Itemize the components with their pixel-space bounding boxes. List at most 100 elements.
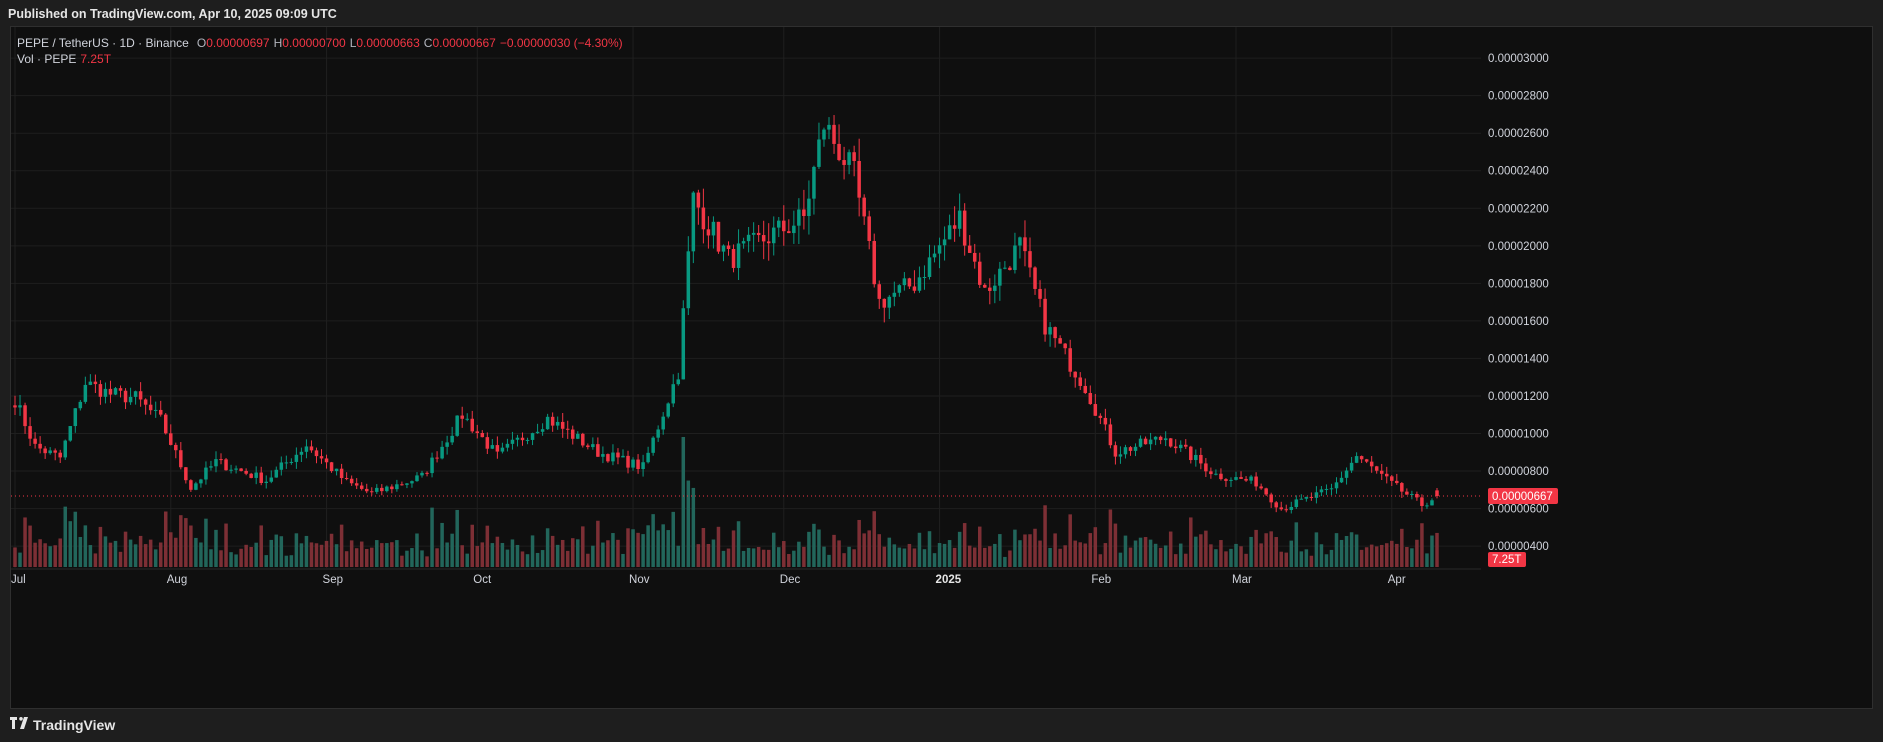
- volume-bar: [445, 542, 449, 567]
- candle: [324, 458, 329, 463]
- volume-bar: [118, 551, 123, 567]
- last-price-label: 0.00000667: [1492, 491, 1553, 503]
- volume-bar: [380, 543, 384, 567]
- volume-bar: [314, 543, 319, 567]
- candle: [782, 220, 786, 232]
- candle: [98, 384, 103, 397]
- price-chart[interactable]: 0.00000400 0.00000600 0.00000800 0.00001000…: [10, 26, 1873, 709]
- candle: [1178, 444, 1183, 449]
- candle: [676, 379, 681, 385]
- candle: [827, 124, 831, 130]
- candle: [390, 486, 394, 490]
- candle: [33, 438, 37, 444]
- candle: [1204, 463, 1208, 472]
- chart-canvas[interactable]: 0.00000400 0.00000600 0.00000800 0.00001000…: [11, 27, 1872, 708]
- candle: [756, 232, 761, 236]
- candle: [214, 459, 218, 467]
- candle: [882, 298, 887, 308]
- volume-bar: [827, 554, 831, 567]
- candle: [540, 429, 545, 432]
- candle: [470, 418, 475, 432]
- x-tick-label: Jul: [11, 574, 26, 586]
- symbol-label[interactable]: PEPE / TetherUS · 1D · Binance: [17, 36, 189, 50]
- volume-bars: [13, 437, 1439, 567]
- candle: [78, 401, 83, 409]
- candle: [259, 472, 263, 483]
- candle: [1153, 436, 1158, 440]
- candle: [410, 481, 414, 484]
- volume-bar: [128, 539, 133, 567]
- volume-bar: [1430, 535, 1434, 567]
- candle: [545, 416, 550, 430]
- candle: [1163, 438, 1168, 441]
- volume-bar: [1028, 534, 1032, 567]
- volume-bar: [696, 544, 701, 567]
- volume-bar: [259, 525, 263, 567]
- volume-bar: [1395, 543, 1399, 567]
- candle: [983, 284, 987, 288]
- volume-bar: [1244, 553, 1248, 567]
- volume-bar: [721, 550, 726, 567]
- volume-bar: [932, 553, 937, 567]
- candle: [174, 444, 178, 451]
- candle: [490, 445, 495, 449]
- candle: [184, 467, 188, 481]
- candle: [284, 462, 289, 464]
- volume-bar: [1269, 531, 1273, 567]
- candle: [1314, 492, 1319, 498]
- volume-bar: [184, 518, 188, 567]
- candle: [872, 241, 876, 285]
- candle: [1309, 496, 1314, 498]
- candle: [63, 440, 67, 458]
- candle: [339, 468, 344, 479]
- volume-bar: [309, 542, 314, 567]
- volume-bar: [867, 530, 871, 567]
- volume-bar: [1299, 551, 1304, 567]
- volume-value: 7.25T: [80, 52, 112, 66]
- candle: [1189, 446, 1193, 461]
- y-tick-label: 0.00002200: [1488, 203, 1549, 215]
- candle: [932, 253, 937, 258]
- candle: [1133, 446, 1138, 451]
- volume-bar: [1199, 534, 1203, 567]
- volume-bar: [797, 541, 801, 567]
- volume-bar: [1314, 532, 1319, 567]
- candle: [706, 229, 711, 236]
- volume-label[interactable]: Vol · PEPE: [17, 52, 77, 66]
- volume-bar: [289, 555, 294, 567]
- candle: [1374, 466, 1379, 471]
- candle: [505, 443, 510, 448]
- volume-bar: [535, 552, 540, 567]
- candle: [927, 257, 932, 277]
- volume-bar: [586, 553, 590, 567]
- candle: [465, 418, 469, 420]
- candle: [53, 450, 57, 453]
- candle: [565, 428, 570, 430]
- candle: [455, 415, 459, 436]
- candle: [163, 414, 168, 434]
- volume-bar: [716, 526, 721, 567]
- x-tick-label: Apr: [1388, 574, 1406, 586]
- volume-bar: [88, 545, 93, 567]
- candle: [988, 287, 992, 291]
- candle: [897, 285, 902, 293]
- candle: [721, 245, 726, 252]
- volume-bar: [636, 532, 640, 567]
- volume-bar: [902, 548, 907, 567]
- footer-brand[interactable]: TradingView: [10, 716, 115, 733]
- candle: [334, 468, 339, 472]
- tradingview-logo-icon: [10, 716, 28, 733]
- volume-bar: [234, 554, 238, 567]
- volume-bar: [1219, 540, 1223, 567]
- candle: [415, 475, 419, 482]
- y-tick-label: 0.00000600: [1488, 504, 1549, 516]
- candle: [962, 210, 967, 246]
- published-header: Published on TradingView.com, Apr 10, 20…: [8, 7, 337, 21]
- volume-bar: [952, 547, 957, 567]
- candle: [792, 225, 796, 234]
- volume-bar: [616, 539, 620, 567]
- volume-bar: [500, 542, 505, 567]
- volume-bar: [912, 548, 917, 567]
- low-label: L: [349, 36, 357, 50]
- volume-bar: [33, 542, 37, 567]
